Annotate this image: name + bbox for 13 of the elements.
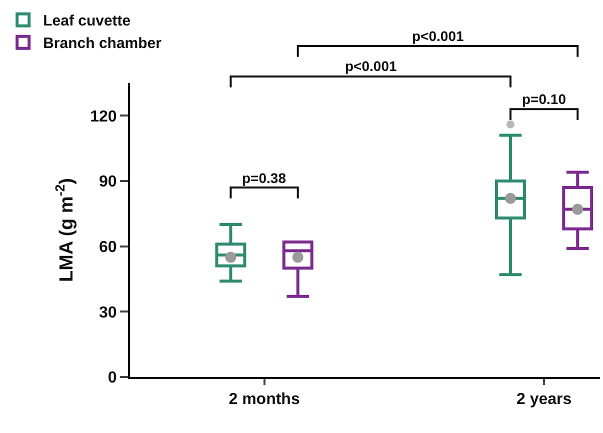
y-tick-label: 60 — [99, 238, 117, 256]
legend-label: Branch chamber — [43, 35, 162, 52]
text: p<0.001 — [412, 28, 464, 44]
y-tick-label: 120 — [90, 108, 117, 126]
y-tick-label: 0 — [108, 370, 117, 387]
x-tick-label: 2 years — [516, 391, 572, 408]
x-tick-label: 2 months — [228, 391, 300, 408]
y-tick-label: 90 — [99, 174, 117, 191]
annotation: p=0.38 — [242, 170, 286, 186]
annotation: p=0.10 — [522, 91, 566, 107]
text: p<0.001 — [345, 58, 397, 74]
y-tick-label: 30 — [99, 304, 117, 322]
legend-label: Leaf cuvette — [43, 12, 131, 30]
